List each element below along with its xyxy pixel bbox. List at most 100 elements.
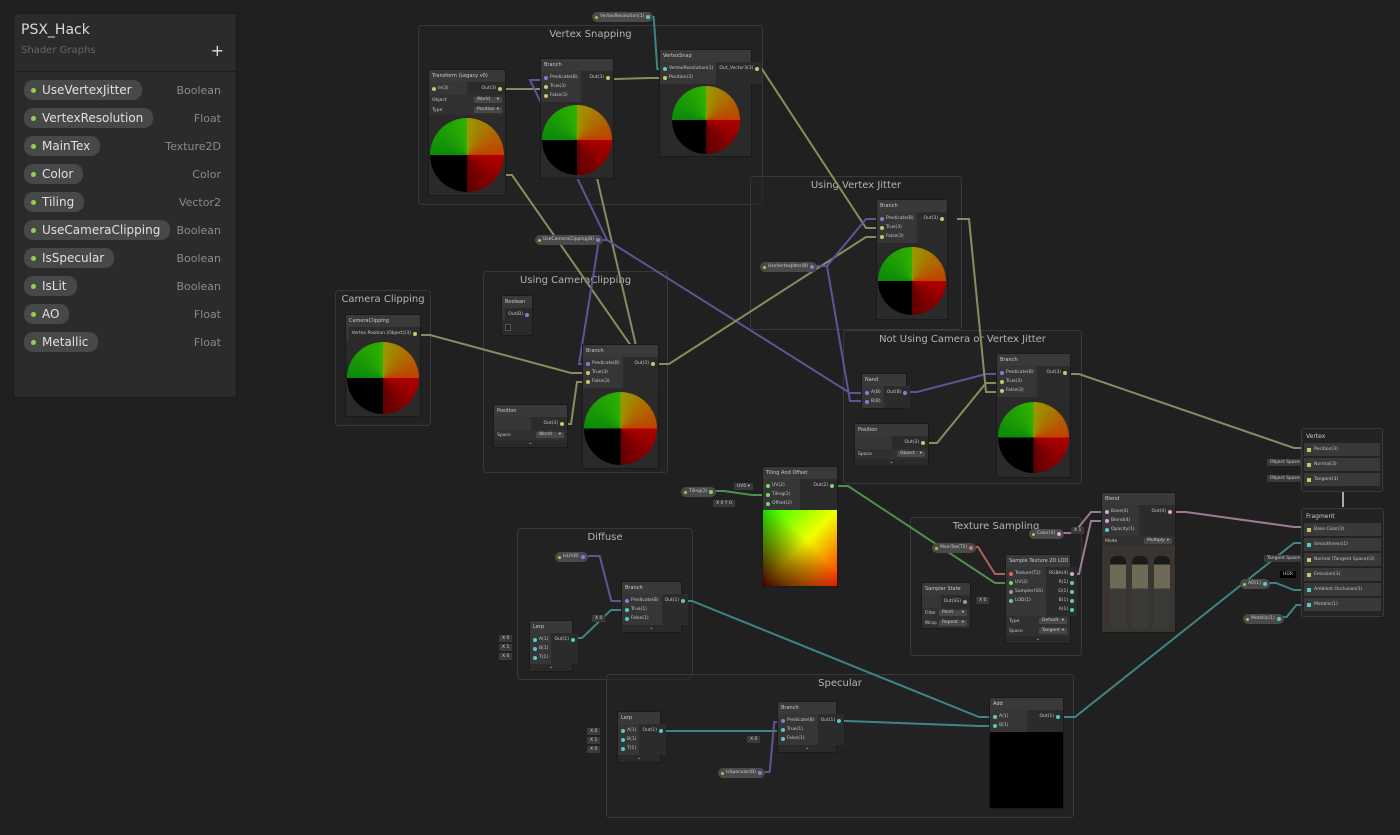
port-connector-icon[interactable] — [1307, 477, 1311, 482]
master-slot-ambient-occlusion-1[interactable]: Ambient Occlusion(1) — [1304, 583, 1381, 596]
node-blend[interactable]: Blend Base(4) Blend(4) Opacity(1) Out(4) Mode… — [1101, 492, 1176, 633]
port-connector-icon[interactable] — [625, 598, 629, 603]
input-port-opacity-1[interactable]: Opacity(1) — [1102, 525, 1139, 534]
port-connector-icon[interactable] — [1063, 370, 1067, 375]
blackboard-property[interactable]: MainTex Texture2D — [14, 132, 236, 160]
port-connector-icon[interactable] — [1105, 509, 1109, 514]
input-port-true-3[interactable]: True(3) — [541, 82, 581, 91]
property-node-color-4[interactable]: Color(4) — [1029, 529, 1065, 539]
port-connector-icon[interactable] — [544, 93, 548, 98]
port-connector-icon[interactable] — [533, 646, 537, 651]
port-connector-icon[interactable] — [880, 225, 884, 230]
control-dropdown[interactable]: Repeat — [939, 620, 967, 626]
input-port-a-1[interactable]: A(1) — [618, 726, 639, 735]
inline-value-field[interactable]: X 1 — [587, 737, 601, 744]
output-port-r-1[interactable]: R(1) — [1046, 578, 1077, 587]
port-connector-icon[interactable] — [880, 216, 884, 221]
port-connector-icon[interactable] — [709, 490, 714, 494]
port-connector-icon[interactable] — [1105, 518, 1109, 523]
input-port-t-1[interactable]: T(1) — [618, 744, 639, 753]
port-connector-icon[interactable] — [621, 737, 625, 742]
property-node-isspecular-b[interactable]: IsSpecular(B) — [718, 768, 765, 778]
port-connector-icon[interactable] — [1070, 589, 1075, 594]
input-port-b-b[interactable]: B(B) — [862, 397, 884, 406]
node-lerp[interactable]: Lerp A(1) B(1) T(1) Out(1) ⌄ — [617, 711, 667, 763]
inline-value-field[interactable]: X 1 — [499, 644, 513, 651]
blackboard-property[interactable]: Tiling Vector2 — [14, 188, 236, 216]
node-lerp[interactable]: Lerp A(1) B(1) T(1) Out(1) ⌄ — [529, 620, 579, 672]
output-port-out-1[interactable]: Out(1) — [662, 596, 689, 605]
port-connector-icon[interactable] — [810, 265, 815, 269]
node-position[interactable]: Position Out(3) Space Object ⌄ — [854, 423, 929, 467]
port-connector-icon[interactable] — [621, 746, 625, 751]
input-port-a-1[interactable]: A(1) — [990, 712, 1027, 721]
wire-vector3[interactable] — [1067, 373, 1306, 449]
inline-value-field[interactable]: X 0 Y 0 — [713, 500, 735, 507]
node-cameraclipping[interactable]: CameraClipping Vertex Position (Object)(3… — [345, 314, 421, 417]
output-port-out-4[interactable]: Out(4) — [1139, 507, 1176, 516]
port-connector-icon[interactable] — [586, 361, 590, 366]
property-name-pill[interactable]: MainTex — [24, 136, 101, 156]
port-connector-icon[interactable] — [1009, 589, 1013, 594]
port-connector-icon[interactable] — [1262, 582, 1267, 586]
blackboard-property[interactable]: IsLit Boolean — [14, 272, 236, 300]
property-name-pill[interactable]: Tiling — [24, 192, 85, 212]
node-branch[interactable]: Branch Predicate(B) True(1) False(1) Out(1) ⌄ — [621, 581, 689, 633]
input-port-predicate-b[interactable]: Predicate(B) — [622, 596, 662, 605]
port-connector-icon[interactable] — [766, 501, 770, 506]
inline-value-field[interactable]: X 0 — [499, 653, 513, 660]
port-connector-icon[interactable] — [1105, 527, 1109, 532]
blackboard-property[interactable]: IsSpecular Boolean — [14, 244, 236, 272]
input-port-a-1[interactable]: A(1) — [530, 635, 551, 644]
blackboard-property[interactable]: Color Color — [14, 160, 236, 188]
inline-value-field[interactable]: X 0 — [587, 728, 601, 735]
node-add[interactable]: Add A(1) B(1) Out(1) — [989, 697, 1064, 809]
port-connector-icon[interactable] — [1000, 379, 1004, 384]
port-connector-icon[interactable] — [903, 390, 908, 395]
expand-chevron-icon[interactable]: ⌄ — [530, 664, 572, 671]
port-connector-icon[interactable] — [1307, 542, 1311, 547]
port-connector-icon[interactable] — [837, 718, 842, 723]
expand-chevron-icon[interactable]: ⌄ — [618, 755, 660, 762]
port-connector-icon[interactable] — [533, 655, 537, 660]
port-connector-icon[interactable] — [1307, 462, 1311, 467]
port-connector-icon[interactable] — [651, 361, 655, 366]
port-connector-icon[interactable] — [525, 312, 529, 317]
port-connector-icon[interactable] — [755, 66, 760, 71]
port-connector-icon[interactable] — [1070, 580, 1075, 585]
port-connector-icon[interactable] — [1307, 557, 1311, 562]
master-slot-normal-tangent-space-3[interactable]: Normal (Tangent Space)(3) — [1304, 553, 1381, 566]
input-port-b-1[interactable]: B(1) — [618, 735, 639, 744]
port-connector-icon[interactable] — [781, 727, 785, 732]
port-connector-icon[interactable] — [1070, 571, 1075, 576]
input-port-true-1[interactable]: True(1) — [622, 605, 662, 614]
port-connector-icon[interactable] — [1307, 572, 1311, 577]
port-connector-icon[interactable] — [413, 331, 417, 336]
port-connector-icon[interactable] — [940, 216, 944, 221]
port-connector-icon[interactable] — [1070, 598, 1075, 603]
inline-value-field[interactable]: X 0 — [976, 597, 990, 604]
port-connector-icon[interactable] — [663, 75, 667, 80]
port-connector-icon[interactable] — [1009, 571, 1013, 576]
blackboard-property[interactable]: Metallic Float — [14, 328, 236, 356]
property-node-vertexresolution-1[interactable]: VertexResolution(1) — [592, 12, 654, 22]
checkbox[interactable] — [505, 324, 511, 331]
input-port-tiling-2[interactable]: Tiling(2) — [763, 490, 800, 499]
control-dropdown[interactable]: Position — [474, 107, 502, 113]
output-port-out-3[interactable]: Out(3) — [623, 359, 658, 368]
inline-value-field[interactable]: UV0 ▾ — [734, 483, 753, 490]
port-connector-icon[interactable] — [544, 84, 548, 89]
port-connector-icon[interactable] — [1009, 580, 1013, 585]
wire-vector2[interactable] — [712, 490, 764, 496]
output-port-out-vector3-3[interactable]: Out_Vector3(3) — [716, 64, 762, 73]
node-branch[interactable]: Branch Predicate(B) True(3) False(3) Out(3) — [996, 353, 1071, 478]
port-connector-icon[interactable] — [830, 483, 834, 488]
inline-value-field[interactable]: Tangent Space — [1264, 555, 1303, 562]
port-connector-icon[interactable] — [580, 555, 585, 559]
property-name-pill[interactable]: Metallic — [24, 332, 99, 352]
property-node-islit-b[interactable]: IsLit(B) — [555, 552, 588, 562]
port-connector-icon[interactable] — [606, 75, 610, 80]
input-port-position-3[interactable]: Position(3) — [660, 73, 716, 82]
control-dropdown[interactable]: Point — [939, 610, 967, 616]
inline-value-field[interactable]: Object Space — [1267, 475, 1303, 482]
